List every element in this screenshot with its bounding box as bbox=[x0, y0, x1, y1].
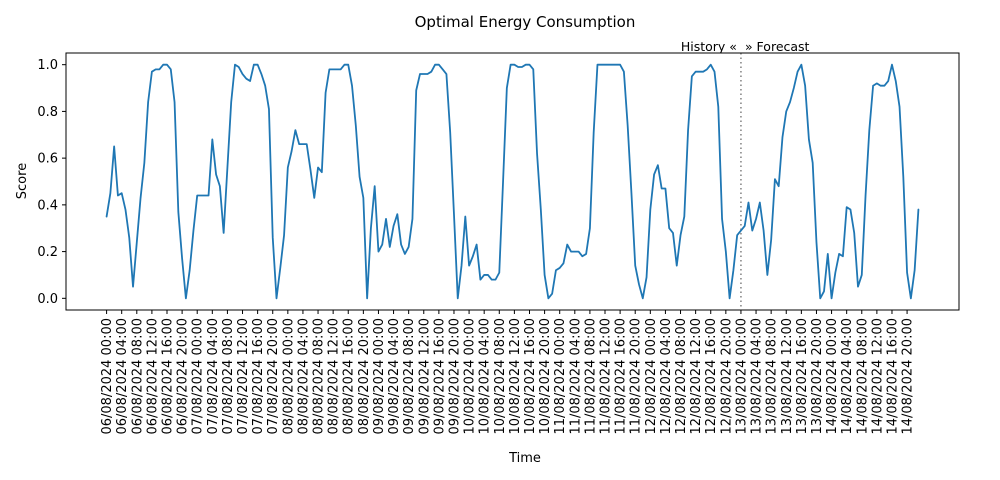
x-tick-label: 12/08/2024 04:00 bbox=[659, 318, 674, 435]
x-tick-label: 08/08/2024 16:00 bbox=[342, 318, 357, 435]
y-tick-label: 0.2 bbox=[37, 245, 58, 260]
x-axis: 06/08/2024 00:00 06/08/2024 04:00 06/08/20… bbox=[100, 310, 916, 435]
x-tick-label: 11/08/2024 20:00 bbox=[629, 318, 644, 435]
x-tick-label: 06/08/2024 12:00 bbox=[145, 318, 160, 435]
x-tick-label: 11/08/2024 16:00 bbox=[614, 318, 629, 435]
x-tick-label: 09/08/2024 04:00 bbox=[387, 318, 402, 435]
x-tick-label: 14/08/2024 00:00 bbox=[825, 318, 840, 435]
x-tick-label: 13/08/2024 04:00 bbox=[750, 318, 765, 435]
x-tick-label: 14/08/2024 20:00 bbox=[901, 318, 916, 435]
x-tick-label: 07/08/2024 12:00 bbox=[236, 318, 251, 435]
x-tick-label: 14/08/2024 16:00 bbox=[885, 318, 900, 435]
x-tick-label: 06/08/2024 08:00 bbox=[130, 318, 145, 435]
x-tick-label: 13/08/2024 12:00 bbox=[780, 318, 795, 435]
y-tick-label: 0.6 bbox=[37, 152, 58, 167]
x-tick-label: 09/08/2024 08:00 bbox=[402, 318, 417, 435]
x-tick-label: 13/08/2024 08:00 bbox=[765, 318, 780, 435]
x-tick-label: 13/08/2024 16:00 bbox=[795, 318, 810, 435]
x-tick-label: 10/08/2024 20:00 bbox=[538, 318, 553, 435]
x-tick-label: 07/08/2024 00:00 bbox=[191, 318, 206, 435]
x-tick-label: 13/08/2024 20:00 bbox=[810, 318, 825, 435]
x-tick-label: 08/08/2024 00:00 bbox=[281, 318, 296, 435]
x-tick-label: 12/08/2024 08:00 bbox=[674, 318, 689, 435]
y-tick-label: 0.0 bbox=[37, 292, 58, 307]
plot-area bbox=[65, 52, 960, 311]
x-tick-label: 07/08/2024 04:00 bbox=[206, 318, 221, 435]
x-tick-label: 08/08/2024 08:00 bbox=[312, 318, 327, 435]
x-tick-label: 07/08/2024 20:00 bbox=[266, 318, 281, 435]
y-tick-label: 1.0 bbox=[37, 58, 58, 73]
plot-frame bbox=[65, 52, 960, 311]
x-tick-label: 10/08/2024 04:00 bbox=[478, 318, 493, 435]
y-axis-label: Score bbox=[15, 163, 30, 199]
x-tick-label: 07/08/2024 08:00 bbox=[221, 318, 236, 435]
x-tick-label: 06/08/2024 16:00 bbox=[161, 318, 176, 435]
x-tick-label: 06/08/2024 04:00 bbox=[115, 318, 130, 435]
x-tick-label: 08/08/2024 12:00 bbox=[327, 318, 342, 435]
x-tick-label: 09/08/2024 16:00 bbox=[432, 318, 447, 435]
x-tick-label: 12/08/2024 16:00 bbox=[704, 318, 719, 435]
x-tick-label: 09/08/2024 00:00 bbox=[372, 318, 387, 435]
x-tick-label: 14/08/2024 08:00 bbox=[855, 318, 870, 435]
forecast-label: » Forecast bbox=[745, 39, 810, 54]
x-tick-label: 08/08/2024 20:00 bbox=[357, 318, 372, 435]
x-tick-label: 12/08/2024 12:00 bbox=[689, 318, 704, 435]
x-tick-label: 08/08/2024 04:00 bbox=[296, 318, 311, 435]
y-axis: 0.0 0.2 0.4 0.6 0.8 1.0 bbox=[37, 58, 66, 307]
x-tick-label: 11/08/2024 12:00 bbox=[599, 318, 614, 435]
y-tick-label: 0.4 bbox=[37, 198, 58, 213]
x-tick-label: 06/08/2024 00:00 bbox=[100, 318, 115, 435]
x-tick-label: 14/08/2024 12:00 bbox=[870, 318, 885, 435]
x-tick-label: 13/08/2024 00:00 bbox=[734, 318, 749, 435]
x-tick-label: 11/08/2024 04:00 bbox=[568, 318, 583, 435]
x-tick-label: 11/08/2024 08:00 bbox=[583, 318, 598, 435]
x-tick-label: 10/08/2024 16:00 bbox=[523, 318, 538, 435]
x-tick-label: 10/08/2024 08:00 bbox=[493, 318, 508, 435]
chart-title: Optimal Energy Consumption bbox=[415, 13, 636, 31]
x-tick-label: 10/08/2024 12:00 bbox=[508, 318, 523, 435]
x-tick-label: 14/08/2024 04:00 bbox=[840, 318, 855, 435]
x-tick-label: 12/08/2024 20:00 bbox=[719, 318, 734, 435]
x-tick-label: 07/08/2024 16:00 bbox=[251, 318, 266, 435]
x-tick-label: 09/08/2024 20:00 bbox=[447, 318, 462, 435]
series-line bbox=[105, 63, 920, 300]
history-label: History « bbox=[681, 39, 737, 54]
y-tick-label: 0.8 bbox=[37, 105, 58, 120]
x-tick-label: 12/08/2024 00:00 bbox=[644, 318, 659, 435]
x-tick-label: 06/08/2024 20:00 bbox=[176, 318, 191, 435]
x-tick-label: 11/08/2024 00:00 bbox=[553, 318, 568, 435]
x-tick-label: 09/08/2024 12:00 bbox=[417, 318, 432, 435]
x-axis-label: Time bbox=[508, 451, 541, 466]
x-tick-label: 10/08/2024 00:00 bbox=[463, 318, 478, 435]
